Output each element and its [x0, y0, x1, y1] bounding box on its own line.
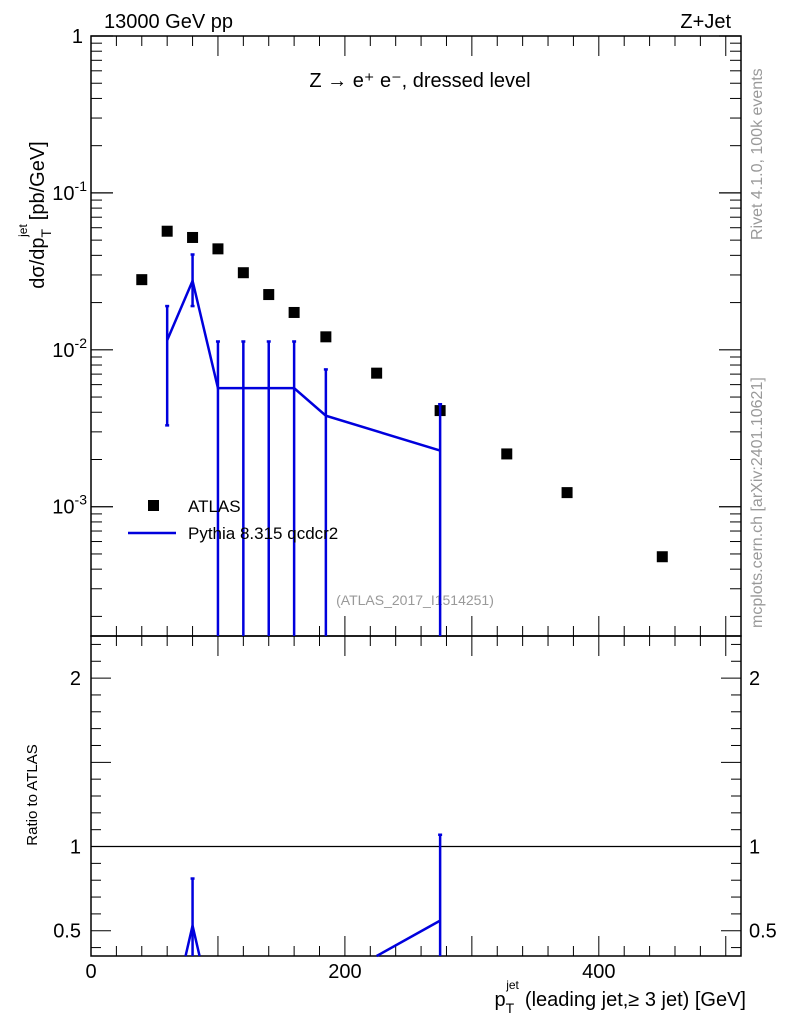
atlas-data-point: [501, 448, 513, 460]
atlas-data-point: [187, 231, 199, 243]
ratio-plot-marks: [91, 833, 741, 958]
atlas-data-point: [161, 225, 173, 237]
main-panel-frame: [90, 35, 742, 637]
x-tick-label: 0: [85, 961, 96, 983]
ratio-tick-label-right: 2: [749, 668, 760, 690]
side-label-bottom: mcplots.cern.ch [arXiv:2401.10621]: [749, 377, 766, 628]
y-axis-label-sup: jet: [16, 224, 30, 238]
atlas-data-point: [212, 243, 224, 255]
ratio-panel-frame: [90, 635, 742, 957]
energy-label: 13000 GeV pp: [104, 11, 233, 33]
side-label-top: Rivet 4.1.0, 100k events: [749, 68, 766, 240]
x-tick-label: 400: [582, 961, 615, 983]
y-tick-label: 1: [72, 26, 83, 48]
y-tick-label: 10-1: [52, 178, 87, 205]
main-y-axis-ticks: 1 10-1 10-2 10-3: [52, 26, 741, 617]
atlas-data-point: [371, 367, 383, 379]
legend-pythia-label: Pythia 8.315 qcdcr2: [188, 524, 338, 543]
atlas-data-point: [136, 274, 148, 286]
main-plot-marks: [136, 225, 668, 636]
ratio-tick-label-right: 1: [749, 837, 760, 859]
pythia-series-line: [166, 276, 441, 452]
atlas-data-point: [320, 331, 332, 343]
legend-atlas-label: ATLAS: [188, 497, 241, 516]
atlas-data-point: [656, 551, 668, 563]
y-tick-label: 10-3: [52, 492, 87, 519]
ratio-tick-label: 1: [70, 837, 81, 859]
atlas-data-point: [237, 267, 249, 279]
ratio-tick-label: 0.5: [53, 921, 81, 943]
legend-atlas-marker: [148, 500, 159, 511]
process-title: Z → e⁺ e⁻, dressed level: [309, 70, 530, 92]
y-tick-label: 10-2: [52, 335, 87, 362]
x-axis-ticks: 0 200 400: [85, 36, 727, 983]
y-axis-label-sub: T: [38, 228, 54, 237]
legend: ATLAS Pythia 8.315 qcdcr2: [128, 497, 338, 543]
process-label: Z+Jet: [680, 11, 731, 33]
ratio-series-line: [376, 919, 441, 958]
ratio-y-axis-label: Ratio to ATLAS: [24, 744, 41, 845]
y-axis-label: dσ/dpTjet [pb/GeV]: [16, 141, 54, 288]
ratio-tick-label-right: 0.5: [749, 921, 777, 943]
ratio-tick-label: 2: [70, 668, 81, 690]
atlas-data-point: [263, 289, 275, 301]
x-axis-label: pTjet(leading jet,≥ 3 jet) [GeV]: [495, 978, 746, 1016]
x-tick-label: 200: [328, 961, 361, 983]
atlas-data-point: [561, 487, 573, 499]
ratio-y-axis-ticks: 0.5 0.5 1 1 2 2: [53, 643, 777, 949]
y-axis-label-unit: [pb/GeV]: [27, 141, 49, 220]
y-axis-label-main: dσ/dp: [27, 237, 49, 288]
analysis-id: (ATLAS_2017_I1514251): [336, 592, 494, 608]
atlas-data-point: [288, 306, 300, 318]
